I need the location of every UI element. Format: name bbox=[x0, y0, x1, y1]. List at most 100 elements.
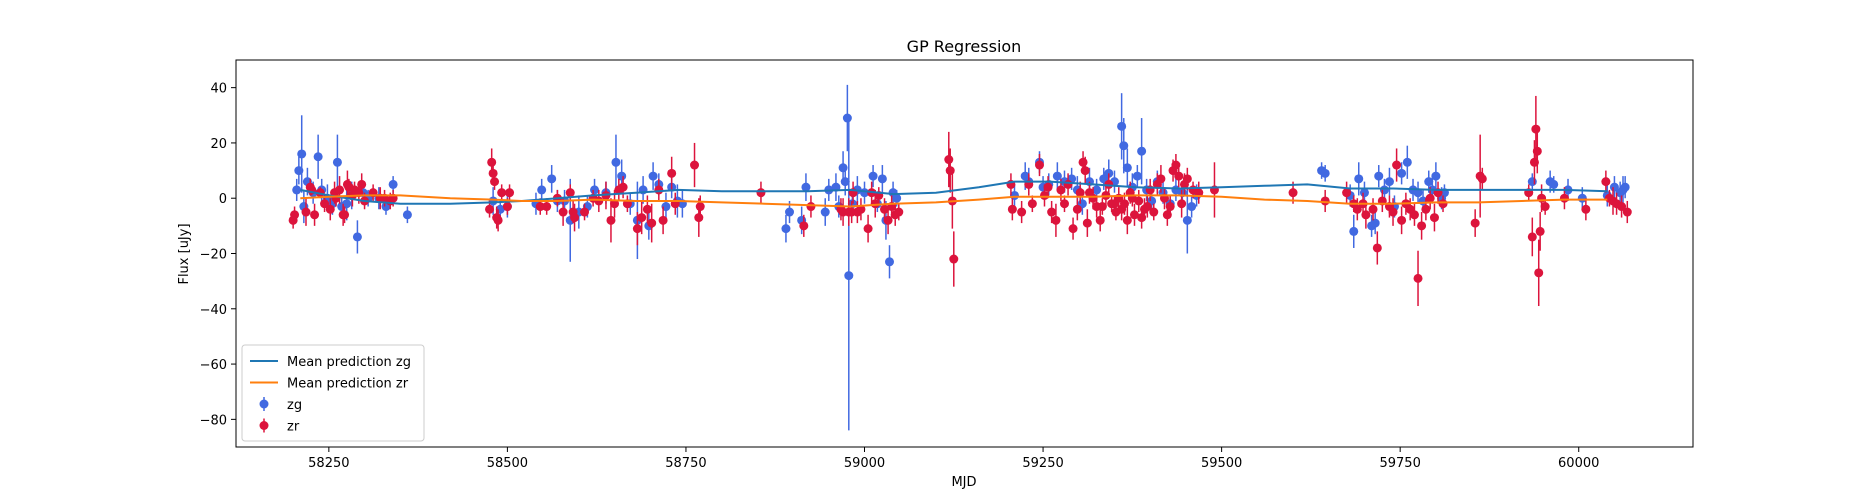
data-point-zg bbox=[1374, 171, 1384, 181]
data-point-zg bbox=[352, 232, 362, 242]
data-point-zr bbox=[1047, 207, 1057, 217]
data-point-zr bbox=[325, 204, 335, 214]
data-point-zr bbox=[1421, 204, 1431, 214]
data-point-zr bbox=[654, 185, 664, 195]
data-point-zr bbox=[310, 210, 320, 220]
data-point-zr bbox=[1288, 188, 1298, 198]
data-point-zr bbox=[1361, 210, 1371, 220]
data-point-zr bbox=[606, 215, 616, 225]
data-point-zr bbox=[1104, 179, 1114, 189]
data-point-zr bbox=[1129, 210, 1139, 220]
data-point-zg bbox=[1349, 226, 1359, 236]
data-point-zr bbox=[1051, 215, 1061, 225]
x-axis-title: MJD bbox=[951, 475, 976, 490]
data-point-zg bbox=[1413, 188, 1423, 198]
data-point-zg bbox=[292, 185, 302, 195]
data-point-zr bbox=[1177, 199, 1187, 209]
data-point-zr bbox=[1429, 213, 1439, 223]
data-point-zg bbox=[297, 149, 307, 159]
data-point-zr bbox=[1532, 146, 1542, 156]
y-tick-label: −20 bbox=[200, 248, 227, 263]
x-tick-label: 60000 bbox=[1558, 456, 1599, 471]
data-point-zg bbox=[1620, 182, 1630, 192]
legend: Mean prediction zg Mean prediction zr zg zr bbox=[241, 344, 425, 442]
data-point-zr bbox=[290, 210, 300, 220]
data-point-zr bbox=[610, 199, 620, 209]
data-point-zr bbox=[1043, 182, 1053, 192]
data-point-zr bbox=[883, 215, 893, 225]
y-tick-label: −60 bbox=[200, 358, 227, 373]
data-point-zr bbox=[1174, 171, 1184, 181]
data-point-zr bbox=[632, 224, 642, 234]
data-point-zr bbox=[1122, 215, 1132, 225]
data-point-zr bbox=[1535, 226, 1545, 236]
x-tick-label: 59250 bbox=[1022, 456, 1063, 471]
data-point-zr bbox=[565, 188, 575, 198]
data-point-zg bbox=[617, 171, 627, 181]
data-point-zr bbox=[667, 168, 677, 178]
data-point-zr bbox=[502, 202, 512, 212]
data-point-zr bbox=[1470, 218, 1480, 228]
data-point-zr bbox=[1601, 177, 1611, 187]
data-point-zr bbox=[1617, 202, 1627, 212]
data-point-zr bbox=[335, 185, 345, 195]
data-point-zg bbox=[388, 179, 398, 189]
data-point-zr bbox=[1438, 199, 1448, 209]
data-point-zg bbox=[1182, 215, 1192, 225]
x-tick-label: 58750 bbox=[665, 456, 706, 471]
data-point-zg bbox=[1137, 146, 1147, 156]
data-point-zr bbox=[1080, 166, 1090, 176]
data-point-zr bbox=[1056, 185, 1066, 195]
x-tick-label: 59750 bbox=[1379, 456, 1420, 471]
data-point-zr bbox=[1078, 157, 1088, 167]
data-point-zr bbox=[1194, 188, 1204, 198]
data-point-zr bbox=[1559, 193, 1569, 203]
data-point-zg bbox=[537, 185, 547, 195]
data-point-zg bbox=[402, 210, 412, 220]
x-tick-label: 58500 bbox=[487, 456, 528, 471]
data-point-zr bbox=[642, 204, 652, 214]
data-point-zg bbox=[590, 185, 600, 195]
data-point-zr bbox=[647, 218, 657, 228]
data-point-zr bbox=[1622, 207, 1632, 217]
data-point-zr bbox=[1581, 204, 1591, 214]
data-point-zg bbox=[1320, 168, 1330, 178]
y-tick-label: 0 bbox=[219, 192, 227, 207]
data-point-zg bbox=[877, 174, 887, 184]
data-point-zr bbox=[594, 196, 604, 206]
data-point-zr bbox=[1388, 207, 1398, 217]
data-point-zr bbox=[806, 202, 816, 212]
axis-ticks: 58250 58500 58750 59000 59250 59500 59750 60000… bbox=[200, 82, 1600, 471]
data-point-zg bbox=[1402, 157, 1412, 167]
data-point-zr bbox=[497, 188, 507, 198]
data-point-zr bbox=[856, 204, 866, 214]
data-point-zg bbox=[1384, 177, 1394, 187]
data-point-zr bbox=[1075, 188, 1085, 198]
data-point-zr bbox=[1149, 207, 1159, 217]
data-point-zg bbox=[1052, 171, 1062, 181]
data-point-zg bbox=[1119, 141, 1129, 151]
data-point-zr bbox=[880, 204, 890, 214]
data-point-zg bbox=[801, 182, 811, 192]
x-tick-label: 59000 bbox=[844, 456, 885, 471]
mean-prediction-zg-line bbox=[300, 180, 1608, 205]
data-point-zr bbox=[340, 210, 350, 220]
data-point-zg bbox=[342, 199, 352, 209]
x-tick-label: 58250 bbox=[308, 456, 349, 471]
data-point-zr bbox=[320, 199, 330, 209]
data-point-zg bbox=[1424, 177, 1434, 187]
data-point-zg bbox=[313, 152, 323, 162]
data-point-zr bbox=[490, 177, 500, 187]
data-point-zr bbox=[695, 202, 705, 212]
data-point-zg bbox=[820, 207, 830, 217]
data-point-zr bbox=[1413, 273, 1423, 283]
data-point-zr bbox=[1095, 215, 1105, 225]
data-point-zr bbox=[618, 182, 628, 192]
legend-label: Mean prediction zr bbox=[287, 377, 409, 392]
data-point-zr bbox=[505, 188, 515, 198]
data-point-zr bbox=[894, 207, 904, 217]
data-point-zg bbox=[781, 224, 791, 234]
data-point-zg bbox=[1122, 163, 1132, 173]
data-point-zr bbox=[944, 155, 954, 165]
data-point-zr bbox=[799, 221, 809, 231]
